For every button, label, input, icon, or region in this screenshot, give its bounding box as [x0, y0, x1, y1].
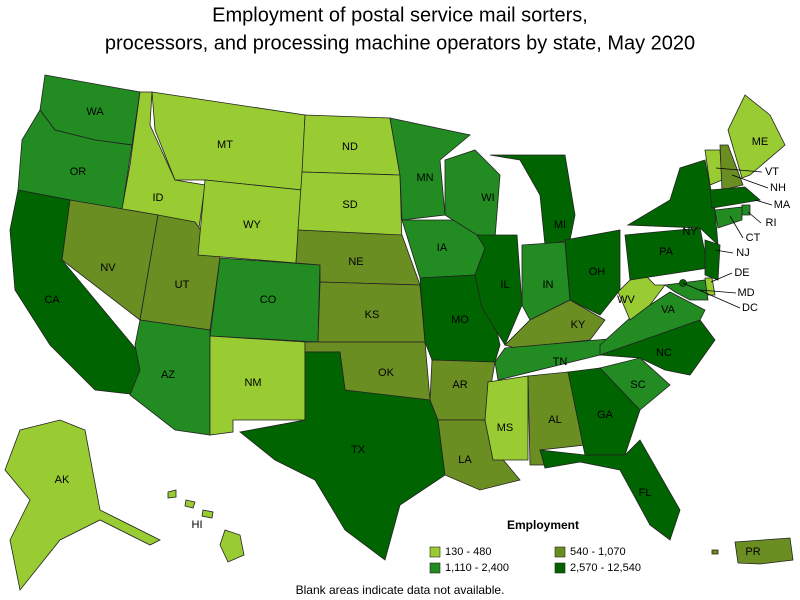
- state-label: ND: [342, 141, 358, 153]
- state: [239, 351, 446, 561]
- footnote: Blank areas indicate data not available.: [296, 583, 505, 597]
- state-label: NH: [770, 182, 786, 194]
- state-label: AZ: [161, 369, 175, 381]
- state-island: [711, 549, 719, 555]
- state-label: FL: [639, 487, 652, 499]
- state-label: NE: [348, 256, 363, 268]
- state: [599, 357, 671, 411]
- legend-label: 130 - 480: [445, 546, 491, 558]
- state-label: AL: [548, 414, 561, 426]
- state-label: NJ: [736, 247, 749, 259]
- state: [567, 367, 641, 456]
- state-label: VA: [661, 304, 676, 316]
- state-label: WV: [617, 294, 635, 306]
- legend-swatch: [554, 546, 566, 558]
- leader-line: [714, 249, 734, 254]
- legend-swatch: [429, 546, 441, 558]
- state-label: DC: [742, 302, 758, 314]
- state-label: MS: [497, 422, 514, 434]
- legend-swatch: [554, 562, 566, 574]
- state-label: MA: [774, 199, 791, 211]
- state-label: TX: [351, 444, 366, 456]
- state-label: UT: [175, 279, 190, 291]
- state-label: PR: [745, 546, 760, 558]
- state: [489, 154, 576, 246]
- state-label: IL: [500, 279, 509, 291]
- legend-label: 2,570 - 12,540: [570, 562, 641, 574]
- state: [4, 419, 161, 591]
- state-island: [184, 499, 196, 509]
- state-label: MT: [217, 139, 233, 151]
- state-label: DE: [734, 267, 749, 279]
- leader-line: [731, 174, 769, 189]
- state-label: SC: [630, 379, 645, 391]
- leader-line: [747, 211, 762, 224]
- state: [484, 375, 529, 461]
- state-label: VT: [765, 166, 779, 178]
- state-label: PA: [659, 246, 674, 258]
- state-island: [201, 509, 214, 519]
- state-label: HI: [192, 519, 203, 531]
- legend-swatch: [429, 562, 441, 574]
- state-label: AK: [55, 474, 70, 486]
- state-label: LA: [458, 454, 472, 466]
- state: [704, 239, 721, 281]
- state: [474, 234, 523, 346]
- state-label: OK: [378, 367, 395, 379]
- state-label: OH: [589, 266, 606, 278]
- state-label: CT: [746, 232, 761, 244]
- state-label: MD: [737, 287, 754, 299]
- state: [709, 186, 761, 209]
- legend-label: 1,110 - 2,400: [445, 562, 509, 574]
- state-label: KY: [571, 319, 586, 331]
- state-label: TN: [553, 356, 568, 368]
- state: [727, 94, 786, 179]
- leader-line: [699, 289, 737, 294]
- state-label: CO: [260, 294, 277, 306]
- state: [741, 204, 751, 216]
- state-label: NC: [656, 347, 672, 359]
- state: [714, 206, 743, 229]
- state-label: SD: [342, 199, 357, 211]
- state: [663, 279, 709, 301]
- state-label: MN: [416, 172, 433, 184]
- leader-line: [710, 272, 733, 283]
- state-label: GA: [597, 409, 614, 421]
- state: [719, 144, 744, 191]
- state-label: RI: [766, 217, 777, 229]
- state-label: MI: [554, 219, 566, 231]
- state-label: WY: [243, 219, 261, 231]
- state: [219, 529, 245, 563]
- state-label: WA: [86, 106, 104, 118]
- state-label: ME: [752, 136, 769, 148]
- state-label: CA: [44, 294, 60, 306]
- leader-line: [715, 167, 763, 173]
- state-label: ID: [153, 192, 164, 204]
- state-label: OR: [70, 166, 87, 178]
- state: [17, 109, 133, 211]
- legend-title: Employment: [507, 518, 579, 532]
- leader-line: [754, 199, 773, 206]
- leader-line: [729, 215, 744, 239]
- state: [734, 537, 794, 565]
- state-label: NM: [244, 377, 261, 389]
- state-label: NY: [682, 226, 698, 238]
- title-line: Employment of postal service mail sorter…: [212, 4, 588, 26]
- state-label: MO: [451, 314, 469, 326]
- state: [564, 229, 621, 316]
- state: [539, 439, 681, 541]
- legend-label: 540 - 1,070: [570, 546, 626, 558]
- state-island: [167, 489, 177, 499]
- state-label: WI: [481, 192, 494, 204]
- leader-line: [682, 282, 741, 309]
- state-label: NV: [100, 262, 116, 274]
- state-label: IN: [543, 279, 554, 291]
- title-line: processors, and processing machine opera…: [105, 32, 695, 54]
- state-label: AR: [452, 379, 467, 391]
- state-label: KS: [365, 309, 380, 321]
- state-label: IA: [437, 242, 448, 254]
